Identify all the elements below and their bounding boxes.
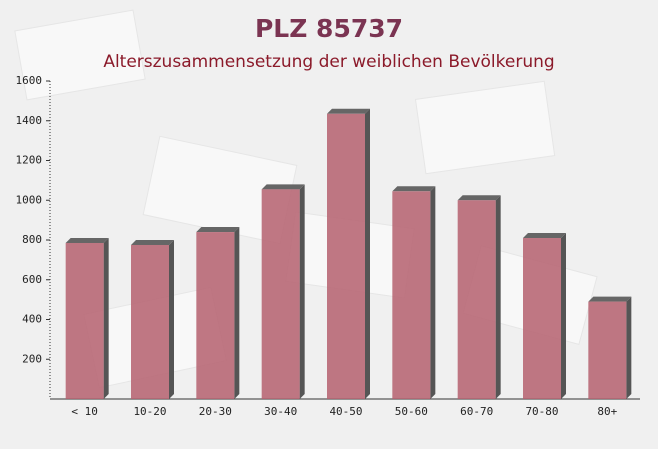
bar-side xyxy=(169,239,174,399)
bar-top xyxy=(65,237,109,243)
bar xyxy=(392,191,431,399)
y-tick-label: 400 xyxy=(22,313,42,326)
bar xyxy=(588,301,627,399)
bar xyxy=(131,244,169,399)
y-tick-label: 800 xyxy=(22,233,42,246)
bar-top xyxy=(327,108,370,114)
x-tick-label: 70-80 xyxy=(525,405,558,418)
y-tick-label: 200 xyxy=(22,352,42,365)
bar-top xyxy=(588,296,632,302)
bar-side xyxy=(234,227,240,399)
bar-top xyxy=(523,233,566,239)
y-tick-label: 1600 xyxy=(16,74,43,87)
bar xyxy=(327,113,365,399)
x-tick-label: 30-40 xyxy=(264,405,297,418)
chart-title: PLZ 85737 xyxy=(255,14,403,43)
bar xyxy=(65,242,104,399)
y-tick-label: 1000 xyxy=(16,193,43,206)
bar-side xyxy=(561,233,566,399)
x-tick-label: 40-50 xyxy=(329,405,362,418)
x-tick-label: < 10 xyxy=(71,405,98,418)
bar-side xyxy=(495,195,501,399)
bar-side xyxy=(299,184,305,399)
x-tick-label: 50-60 xyxy=(395,405,428,418)
bar xyxy=(457,200,496,399)
bar-top xyxy=(457,195,501,201)
x-tick-label: 60-70 xyxy=(460,405,493,418)
x-tick-label: 80+ xyxy=(597,405,617,418)
bar-top xyxy=(261,184,305,190)
bar-side xyxy=(365,108,370,399)
y-tick-label: 1400 xyxy=(16,114,43,127)
bar-top xyxy=(131,239,174,245)
chart-subtitle: Alterszusammensetzung der weiblichen Bev… xyxy=(103,52,554,72)
bar xyxy=(196,232,235,399)
bar-side xyxy=(626,296,632,399)
y-tick-label: 1200 xyxy=(16,154,43,167)
x-tick-label: 10-20 xyxy=(133,405,166,418)
bar-side xyxy=(430,186,436,399)
y-tick-label: 600 xyxy=(22,273,42,286)
bar xyxy=(261,189,300,399)
bar-top xyxy=(196,227,240,233)
x-tick-label: 20-30 xyxy=(199,405,232,418)
bar-top xyxy=(392,186,436,192)
bar xyxy=(523,238,561,399)
bar-side xyxy=(103,237,109,399)
